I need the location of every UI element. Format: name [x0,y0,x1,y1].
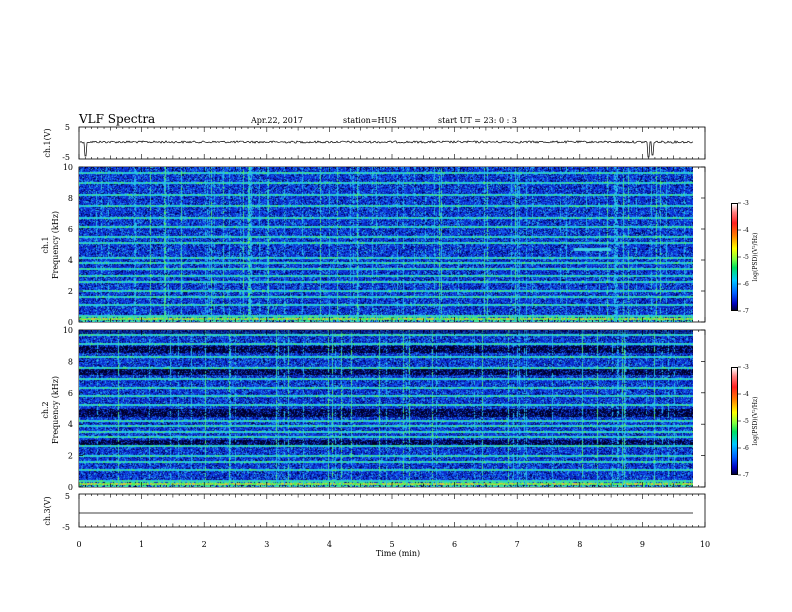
colorbar-tick-label: -4 [743,391,749,398]
ytick-label: 6 [68,225,73,234]
colorbar-tick-label: -5 [743,418,749,425]
x-axis-ticks [78,127,706,527]
ch2-spectrogram-panel: 0 2 4 6 8 10 ch.2 Frequency (kHz) [41,326,706,492]
xtick-label: 2 [202,540,207,549]
ch1-spectrogram-image [79,167,693,322]
ytick-label: 2 [68,287,73,296]
ch1-ylabel: ch.1(V) [43,128,52,157]
ch1-ytick-bottom: -5 [62,153,70,162]
colorbar-tick-label: -6 [743,445,749,452]
ch1-spectrogram-panel: 0 2 4 6 8 10 ch.1 Frequency (kHz) [41,163,706,327]
x-axis-tick-labels: 0 1 2 3 4 5 6 7 8 9 10 [76,540,710,549]
xtick-label: 6 [452,540,457,549]
ch1-spec-yticks: 0 2 4 6 8 10 [63,163,705,327]
colorbar-tick-label: -5 [743,254,749,261]
ch2-spec-ylabel-channel: ch.2 [41,401,50,418]
ch3-ytick-bottom: -5 [62,523,70,532]
figure-title: VLF Spectra [78,112,155,126]
colorbar-tick-label: -3 [743,200,749,207]
ch3-ylabel: ch.3(V) [43,496,52,525]
header-date: Apr.22, 2017 [250,116,303,125]
ytick-label: 0 [68,318,73,327]
ch2-colorbar: -3 -4 -5 -6 -7 log(PSD)(V²/Hz) [731,364,759,479]
xtick-label: 1 [139,540,144,549]
colorbar-tick-label: -6 [743,281,749,288]
ch2-spec-yticks: 0 2 4 6 8 10 [63,326,705,492]
ytick-label: 0 [68,483,73,492]
ytick-label: 4 [68,256,73,265]
xtick-label: 10 [700,540,710,549]
ch1-colorbar: -3 -4 -5 -6 -7 log(PSD)(V²/Hz) [731,200,759,315]
xtick-label: 0 [76,540,81,549]
ch1-waveform-trace [79,140,694,158]
ytick-label: 4 [68,420,73,429]
ch1-ytick-top: 5 [65,123,70,132]
xtick-label: 7 [515,540,520,549]
ytick-label: 10 [63,326,73,335]
ch2-colorbar-gradient [731,367,738,475]
ch1-colorbar-label: log(PSD)(V²/Hz) [752,233,759,282]
ch1-spec-ylabel-channel: ch.1 [41,236,50,253]
colorbar-tick-label: -4 [743,227,749,234]
xtick-label: 5 [389,540,394,549]
ch2-spec-ylabel-frequency: Frequency (kHz) [51,376,60,444]
xtick-label: 9 [640,540,645,549]
colorbar-tick-label: -7 [743,308,749,315]
xtick-label: 8 [577,540,582,549]
header-station: station=HUS [343,116,397,125]
ch2-colorbar-label: log(PSD)(V²/Hz) [752,397,759,446]
x-axis-label: Time (min) [376,549,420,558]
xtick-label: 4 [327,540,332,549]
header-start: start UT = 23: 0 : 3 [438,116,517,125]
ytick-label: 8 [68,194,73,203]
xtick-label: 3 [264,540,269,549]
ch3-ytick-top: 5 [65,492,70,501]
ch1-colorbar-gradient [731,203,738,311]
ch2-spectrogram-image [79,330,693,487]
ch3-waveform-panel: 5 -5 ch.3(V) [43,492,706,532]
ytick-label: 8 [68,357,73,366]
ch1-spec-ylabel-frequency: Frequency (kHz) [51,211,60,279]
ytick-label: 10 [63,163,73,172]
colorbar-tick-label: -3 [743,364,749,371]
ch1-waveform-panel: 5 -5 ch.1(V) [43,123,706,162]
ytick-label: 6 [68,389,73,398]
colorbar-tick-label: -7 [743,472,749,479]
ytick-label: 2 [68,452,73,461]
